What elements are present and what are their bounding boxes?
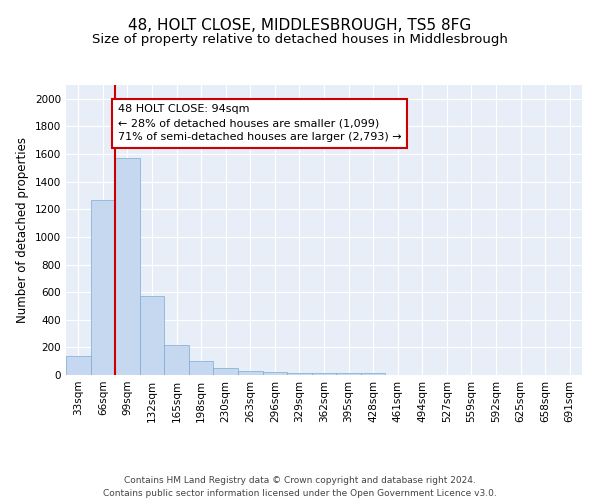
Bar: [164, 346, 189, 375]
Bar: [91, 200, 115, 375]
Bar: [140, 296, 164, 375]
Text: Size of property relative to detached houses in Middlesbrough: Size of property relative to detached ho…: [92, 32, 508, 46]
Bar: [263, 372, 287, 375]
Bar: [238, 371, 263, 375]
Text: Contains HM Land Registry data © Crown copyright and database right 2024.
Contai: Contains HM Land Registry data © Crown c…: [103, 476, 497, 498]
Bar: [189, 361, 214, 375]
Bar: [361, 373, 385, 375]
Text: 48 HOLT CLOSE: 94sqm
← 28% of detached houses are smaller (1,099)
71% of semi-de: 48 HOLT CLOSE: 94sqm ← 28% of detached h…: [118, 104, 401, 142]
Bar: [287, 373, 312, 375]
Bar: [312, 373, 336, 375]
Bar: [115, 158, 140, 375]
Bar: [214, 368, 238, 375]
Bar: [336, 373, 361, 375]
Y-axis label: Number of detached properties: Number of detached properties: [16, 137, 29, 323]
Bar: [66, 356, 91, 375]
Text: 48, HOLT CLOSE, MIDDLESBROUGH, TS5 8FG: 48, HOLT CLOSE, MIDDLESBROUGH, TS5 8FG: [128, 18, 472, 32]
